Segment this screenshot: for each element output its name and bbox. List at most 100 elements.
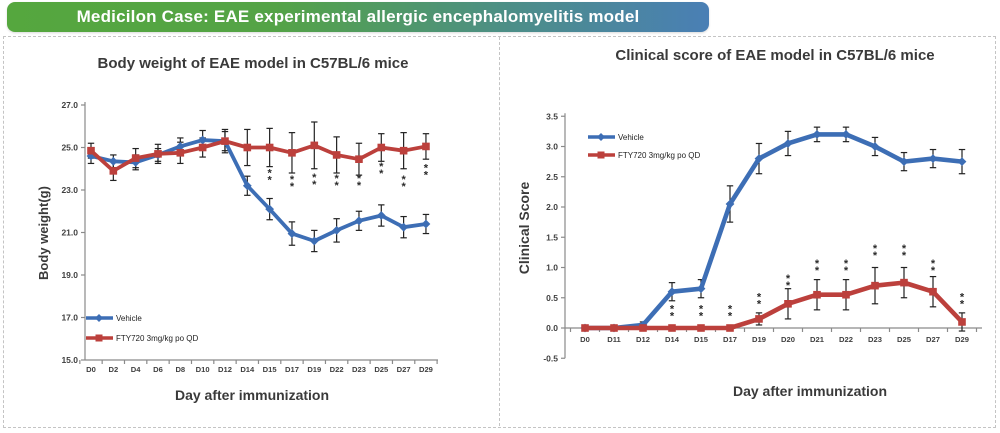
clinical-score-chart: -0.5 0.0 0.5 1.0 1.5 2.0 2.5 3.0 3.5 D0 D11 D12 D14 D… (516, 47, 982, 399)
diamond-marker (754, 154, 764, 163)
svg-text:D4: D4 (131, 365, 141, 374)
svg-text:*: * (786, 280, 791, 292)
diamond-marker (812, 130, 822, 139)
svg-text:*: * (670, 310, 675, 322)
body-weight-chart: 15.0 17.0 19.0 21.0 23.0 25.0 27.0 D0 D2 D4 D6 D8 D1… (36, 55, 438, 403)
svg-text:*: * (424, 169, 429, 181)
diamond-marker (696, 284, 706, 294)
svg-text:2.0: 2.0 (546, 202, 558, 212)
svg-text:D20: D20 (781, 335, 795, 344)
svg-text:D25: D25 (897, 335, 912, 344)
svg-text:15.0: 15.0 (61, 355, 78, 365)
svg-text:D27: D27 (397, 365, 411, 374)
svg-text:17.0: 17.0 (61, 313, 78, 323)
diamond-marker (309, 236, 319, 246)
square-marker (198, 143, 207, 152)
diamond-marker (242, 181, 252, 191)
square-marker (668, 324, 676, 332)
svg-text:D6: D6 (153, 365, 163, 374)
square-marker (332, 151, 341, 159)
svg-text:1.5: 1.5 (546, 232, 558, 242)
svg-text:D0: D0 (580, 335, 590, 344)
svg-text:*: * (728, 310, 733, 322)
diamond-marker (899, 157, 909, 167)
diamond-marker (265, 204, 275, 214)
square-marker (697, 324, 705, 332)
svg-text:D19: D19 (307, 365, 321, 374)
svg-text:-0.5: -0.5 (543, 353, 558, 363)
body-weight-significance: ** **** ****** **** (267, 161, 428, 193)
svg-text:*: * (699, 310, 704, 322)
svg-text:D15: D15 (263, 365, 278, 374)
svg-text:D23: D23 (868, 335, 882, 344)
svg-text:19.0: 19.0 (61, 270, 78, 280)
svg-text:*: * (815, 258, 820, 270)
svg-text:*: * (873, 243, 878, 255)
diamond-marker (198, 135, 208, 145)
body-weight-ylabel: Body weight(g) (36, 186, 51, 280)
clinical-score-ylabel: Clinical Score (516, 181, 532, 274)
square-marker (900, 278, 908, 287)
banner-title: Medicilon Case: EAE experimental allergi… (76, 7, 640, 26)
svg-text:23.0: 23.0 (61, 185, 78, 195)
svg-text:*: * (267, 168, 272, 180)
diamond-marker (957, 157, 967, 167)
square-marker (243, 143, 252, 152)
svg-text:3.5: 3.5 (546, 111, 558, 121)
legend-label: Vehicle (116, 314, 142, 323)
svg-text:0.5: 0.5 (546, 293, 558, 303)
svg-text:*: * (670, 303, 675, 315)
body-weight-series-vehicle (86, 135, 431, 246)
square-marker (131, 154, 140, 162)
svg-text:*: * (931, 265, 936, 277)
diamond-marker (421, 219, 431, 229)
square-marker (310, 141, 319, 150)
svg-text:*: * (312, 179, 317, 191)
body-weight-xlabel: Day after immunization (175, 387, 329, 403)
svg-text:25.0: 25.0 (61, 143, 78, 153)
square-marker (355, 155, 363, 163)
svg-text:D15: D15 (694, 335, 709, 344)
svg-text:D0: D0 (86, 365, 96, 374)
clinical-score-series-fty720 (581, 278, 966, 332)
svg-text:*: * (290, 174, 295, 186)
banner: Medicilon Case: EAE experimental allergi… (7, 2, 709, 32)
svg-text:D22: D22 (839, 335, 853, 344)
clinical-score-axes: -0.5 0.0 0.5 1.0 1.5 2.0 2.5 3.0 3.5 D0 D11 D12 D14 D… (543, 111, 982, 363)
svg-text:1.0: 1.0 (546, 263, 558, 273)
square-marker (154, 150, 162, 158)
panel-divider (499, 37, 500, 426)
diamond-marker (870, 142, 880, 151)
clinical-score-title: Clinical score of EAE model in C57BL/6 m… (615, 47, 934, 64)
diamond-marker (667, 287, 677, 297)
svg-text:0.0: 0.0 (546, 323, 558, 333)
legend-label: FTY720 3mg/kg po QD (618, 151, 700, 160)
svg-text:D12: D12 (636, 335, 650, 344)
clinical-score-significance: ********************** (670, 243, 965, 323)
diamond-marker (725, 199, 735, 209)
svg-text:*: * (267, 175, 272, 187)
svg-text:*: * (815, 265, 820, 277)
square-marker (176, 149, 185, 157)
diamond-marker (175, 142, 185, 151)
svg-text:D14: D14 (665, 335, 680, 344)
svg-text:D21: D21 (810, 335, 825, 344)
content-border (3, 36, 996, 428)
square-marker (842, 290, 850, 299)
svg-text:*: * (357, 173, 362, 185)
legend-label: FTY720 3mg/kg po QD (116, 334, 198, 343)
svg-text:*: * (757, 298, 762, 310)
svg-text:D19: D19 (752, 335, 766, 344)
diamond-marker (108, 156, 118, 166)
square-marker (726, 324, 734, 332)
body-weight-errorbars (87, 121, 430, 182)
diamond-marker (376, 211, 386, 220)
diamond-marker (399, 222, 409, 232)
clinical-score-errorbars (639, 126, 966, 329)
svg-text:*: * (873, 250, 878, 262)
svg-text:*: * (401, 174, 406, 186)
svg-text:D17: D17 (723, 335, 737, 344)
svg-text:D25: D25 (374, 365, 389, 374)
svg-text:*: * (844, 265, 849, 277)
